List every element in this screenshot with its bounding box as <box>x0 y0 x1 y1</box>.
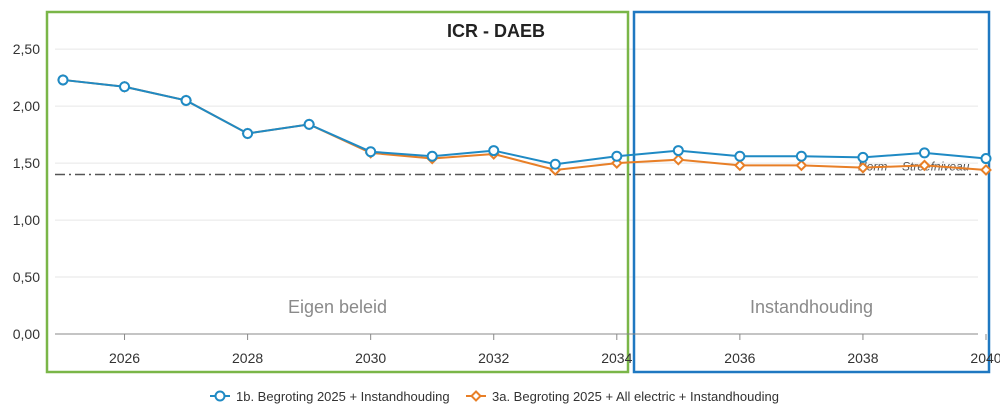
region-label: Eigen beleid <box>288 297 387 317</box>
data-point <box>242 127 254 139</box>
x-tick-label: 2036 <box>724 350 755 366</box>
data-point <box>303 118 315 130</box>
data-point <box>488 145 500 157</box>
x-tick-label: 2038 <box>847 350 878 366</box>
data-point <box>365 146 377 158</box>
y-tick-label: 1,50 <box>13 155 40 171</box>
y-tick-label: 2,00 <box>13 98 40 114</box>
data-point <box>672 145 684 157</box>
legend-marker <box>214 390 226 402</box>
x-tick-label: 2040 <box>970 350 1000 366</box>
data-point <box>795 150 807 162</box>
data-point <box>980 153 992 165</box>
legend-label: 1b. Begroting 2025 + Instandhouding <box>236 389 450 404</box>
data-point <box>733 159 746 172</box>
y-tick-label: 0,50 <box>13 269 40 285</box>
data-point <box>180 94 192 106</box>
data-point <box>549 158 561 170</box>
regions: Eigen beleid Instandhouding <box>45 10 991 374</box>
legend-label: 3a. Begroting 2025 + All electric + Inst… <box>492 389 779 404</box>
data-point <box>918 159 931 172</box>
chart-title: ICR - DAEB <box>447 21 545 41</box>
data-point <box>857 151 869 163</box>
x-tick-label: 2034 <box>601 350 632 366</box>
data-point <box>918 147 930 159</box>
region-box <box>45 10 630 374</box>
x-tick-label: 2030 <box>355 350 386 366</box>
data-point <box>795 159 808 172</box>
x-tick-label: 2032 <box>478 350 509 366</box>
data-point <box>857 161 869 174</box>
data-point <box>734 150 746 162</box>
data-point <box>672 153 685 166</box>
legend: 1b. Begroting 2025 + Instandhouding 3a. B… <box>210 389 779 404</box>
region-box <box>632 10 991 374</box>
series <box>57 74 992 176</box>
grid <box>55 48 978 278</box>
y-tick-label: 0,00 <box>13 326 40 342</box>
data-point <box>980 164 992 176</box>
data-point <box>119 81 131 93</box>
y-tick-label: 1,00 <box>13 212 40 228</box>
x-tick-label: 2026 <box>109 350 140 366</box>
axes: 0,00 0,50 1,00 1,50 2,00 2,50 2026 2028 2030 2032… <box>13 41 1000 366</box>
region-label: Instandhouding <box>750 297 873 317</box>
data-point <box>611 150 623 162</box>
x-tick-label: 2028 <box>232 350 263 366</box>
data-point <box>57 74 69 86</box>
series-line <box>62 78 987 166</box>
data-point <box>426 150 438 162</box>
legend-marker <box>470 390 482 402</box>
y-tick-label: 2,50 <box>13 41 40 57</box>
